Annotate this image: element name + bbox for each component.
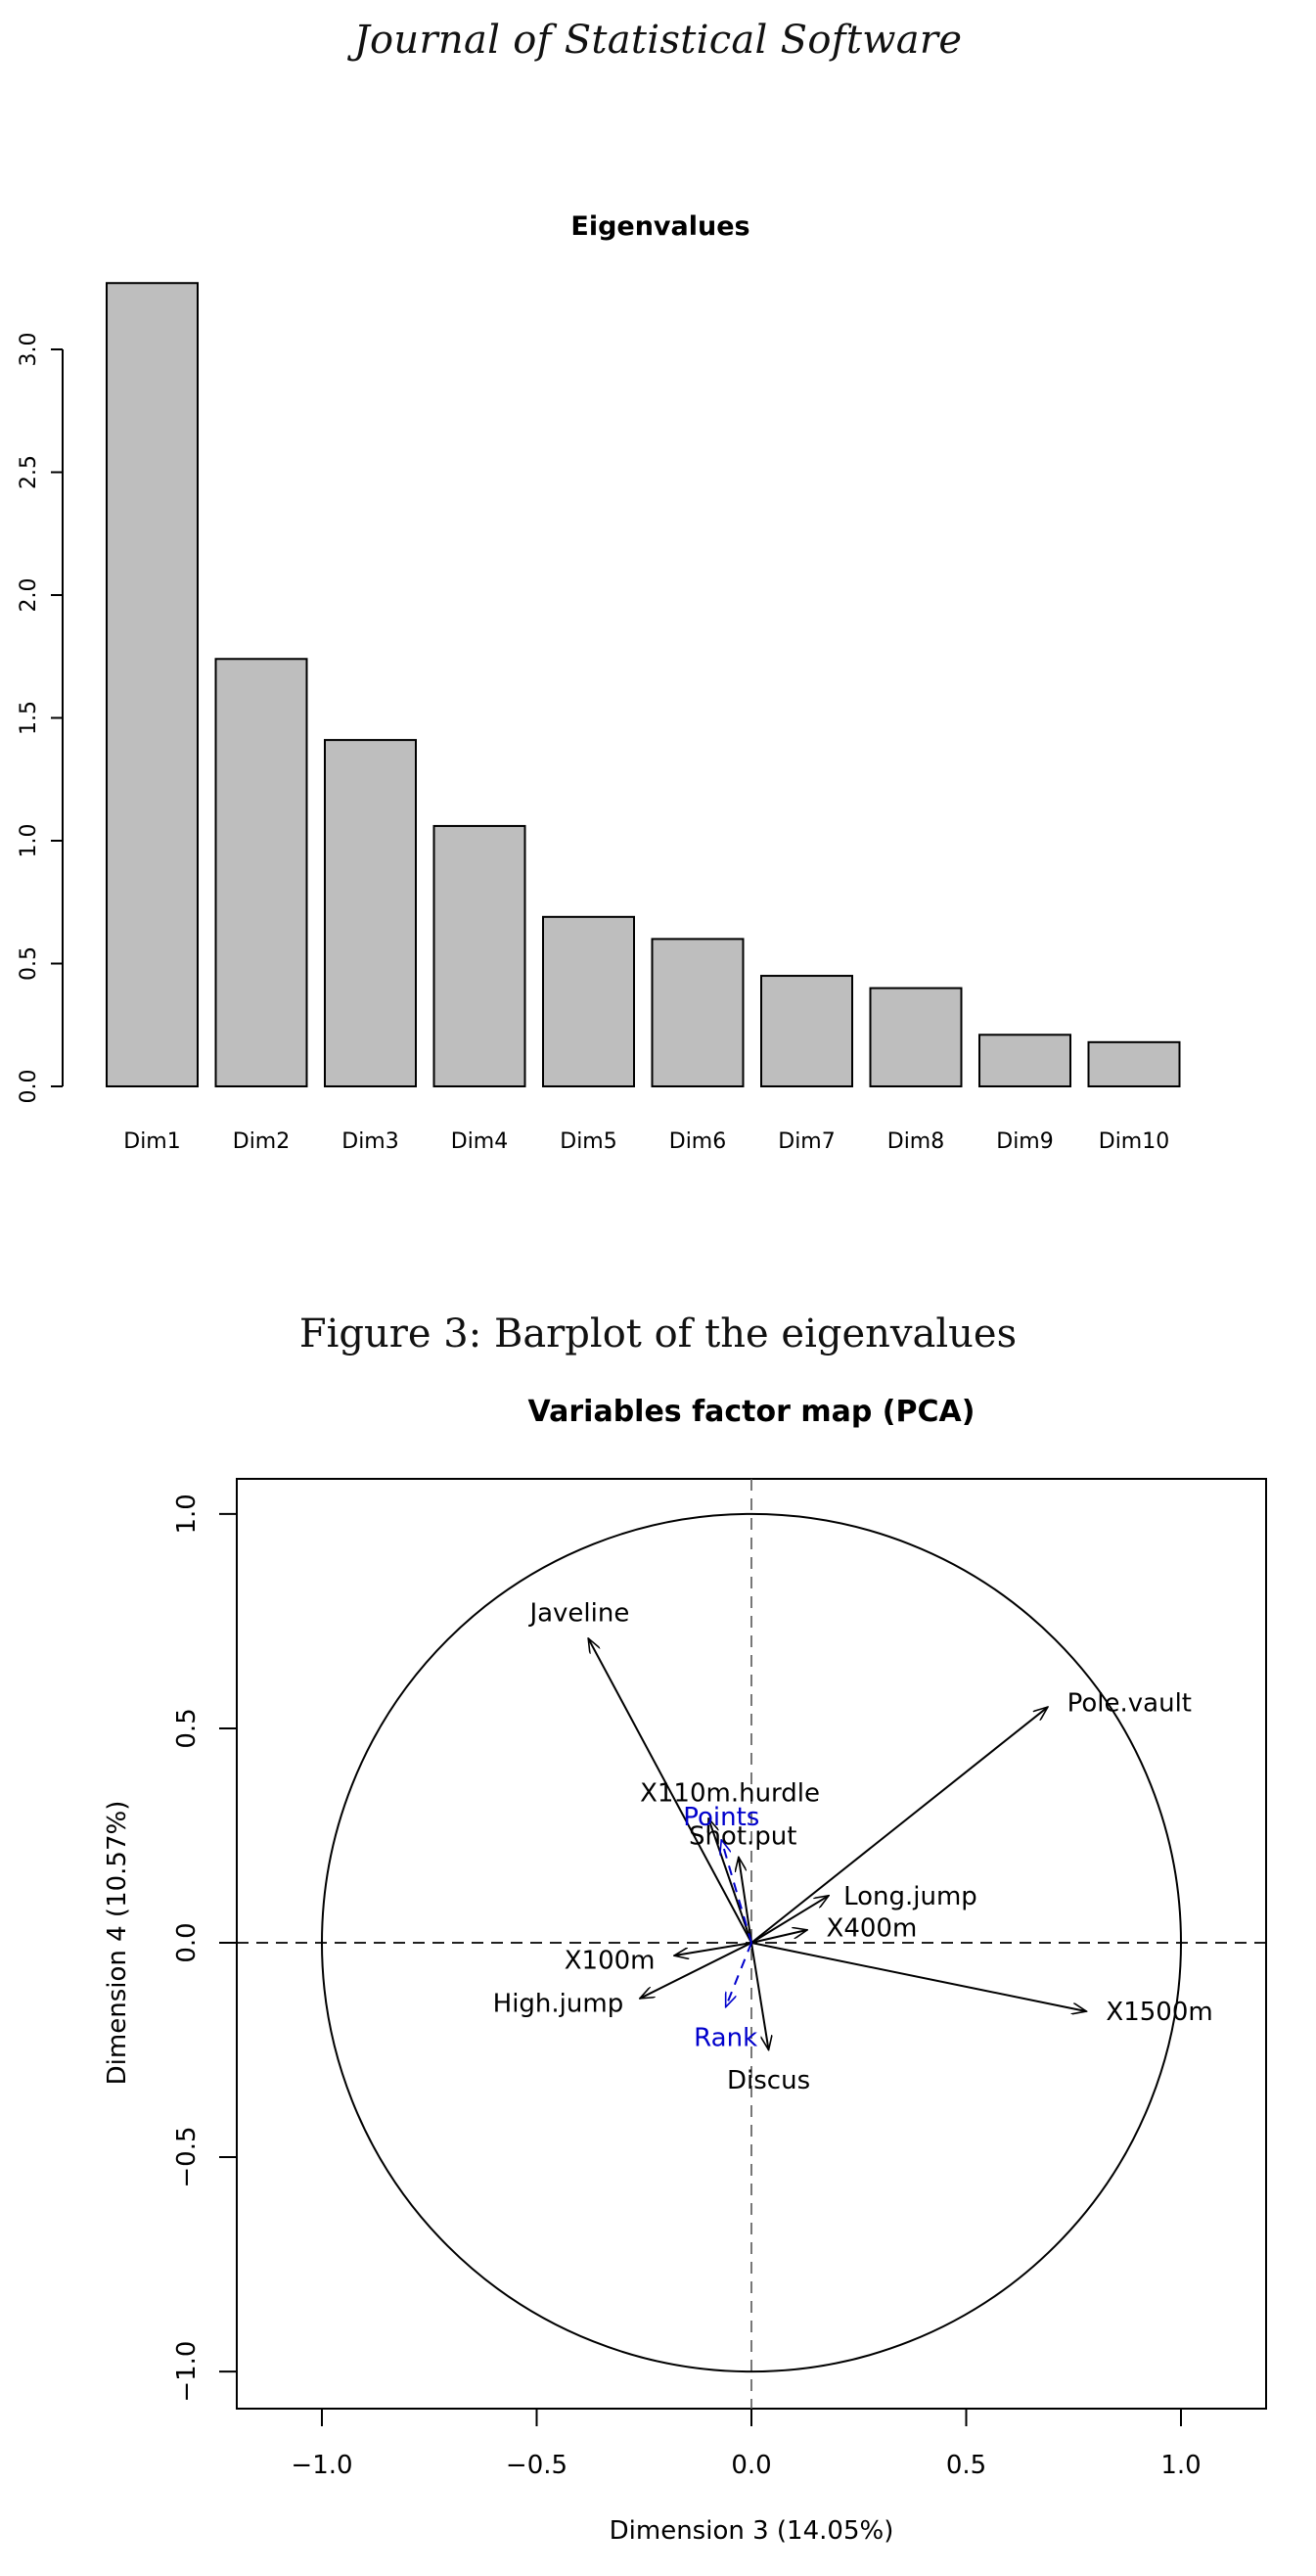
y-tick-label: 1.5 xyxy=(17,701,41,735)
y-tick-label: 2.5 xyxy=(17,455,41,489)
pca-title: Variables factor map (PCA) xyxy=(528,1395,976,1429)
variable-label: Long.jump xyxy=(843,1882,977,1911)
y-tick-label: 0.5 xyxy=(17,946,41,981)
pca-y-axis-label: Dimension 4 (10.57%) xyxy=(103,1801,132,2086)
variables-factor-map: Variables factor map (PCA) −1.0 −0.5 0.0 0.… xyxy=(103,1395,1267,2546)
bar xyxy=(542,915,635,1087)
variable-label: Pole.vault xyxy=(1067,1689,1192,1719)
x-tick-label: 0.5 xyxy=(946,2451,986,2480)
variable-arrow xyxy=(750,1896,829,1944)
pca-variable-arrows xyxy=(588,1638,1086,2050)
bar-category-label: Dim10 xyxy=(1099,1129,1169,1154)
variable-label: X110m.hurdle xyxy=(640,1779,820,1809)
bar xyxy=(651,938,745,1088)
bar-category-label: Dim6 xyxy=(669,1129,726,1154)
variable-label: Rank xyxy=(694,2023,757,2052)
bar xyxy=(106,282,199,1088)
bar-category-label: Dim5 xyxy=(560,1129,616,1154)
bar-category-label: Dim7 xyxy=(778,1129,835,1154)
variable-arrow xyxy=(750,1707,1048,1944)
pca-x-axis-label: Dimension 3 (14.05%) xyxy=(610,2516,894,2546)
variable-arrow xyxy=(724,1942,752,2007)
variable-label: Shot.put xyxy=(689,1821,797,1851)
y-tick-label: 1.0 xyxy=(172,1494,202,1534)
y-tick-label: −0.5 xyxy=(172,2126,202,2187)
y-tick-label: 0.5 xyxy=(172,1708,202,1748)
variable-arrow xyxy=(750,1942,1086,2011)
bar xyxy=(214,658,308,1087)
y-tick-label: −1.0 xyxy=(172,2341,202,2403)
barplot-bars xyxy=(106,282,1181,1088)
bar xyxy=(1087,1040,1181,1087)
pca-variable-labels: Javeline Pole.vault X110m.hurdle Shot.put Lo… xyxy=(493,1599,1213,2096)
variable-arrow xyxy=(640,1942,752,1999)
barplot-y-axis: 0.0 0.5 1.0 1.5 2.0 2.5 3.0 xyxy=(17,333,64,1104)
variable-arrow xyxy=(739,1857,752,1944)
variable-label: Discus xyxy=(727,2066,810,2095)
bar xyxy=(432,824,526,1087)
variable-label: X1500m xyxy=(1106,1998,1212,2027)
pca-axes: −1.0 −0.5 0.0 0.5 1.0 −1.0 −0.5 0.0 0.5 1.0 xyxy=(172,1479,1266,2480)
bar xyxy=(760,975,853,1087)
y-tick-label: 3.0 xyxy=(17,333,41,367)
bar-category-label: Dim9 xyxy=(996,1129,1053,1154)
y-tick-label: 0.0 xyxy=(172,1922,202,1962)
variable-label: X100m xyxy=(565,1947,656,1976)
barplot-title: Eigenvalues xyxy=(570,211,749,242)
variable-arrow xyxy=(750,1930,807,1944)
barplot-x-labels: Dim1 Dim2 Dim3 Dim4 Dim5 Dim6 Dim7 Dim8 Dim9 Dim1… xyxy=(123,1129,1169,1154)
journal-header: Journal of Statistical Software xyxy=(353,18,963,63)
variable-label: Javeline xyxy=(527,1599,629,1629)
variable-label: Points xyxy=(683,1803,759,1832)
correlation-circle xyxy=(321,1512,1182,2373)
variable-arrow xyxy=(708,1818,752,1944)
y-tick-label: 2.0 xyxy=(17,578,41,613)
figure-caption: Figure 3: Barplot of the eigenvalues xyxy=(298,1311,1018,1357)
variable-arrow xyxy=(588,1638,752,1944)
x-tick-label: 1.0 xyxy=(1160,2451,1201,2480)
eigenvalues-barplot: Eigenvalues 0.00.51.01.52.02.53.0 Dim1 Di… xyxy=(17,211,1181,1154)
bar-category-label: Dim4 xyxy=(451,1129,508,1154)
variable-arrow xyxy=(674,1942,752,1955)
x-tick-label: 0.0 xyxy=(731,2451,771,2480)
variable-arrow xyxy=(721,1840,752,1944)
y-tick-label: 0.0 xyxy=(17,1070,41,1104)
bar xyxy=(978,1034,1071,1088)
bar-category-label: Dim2 xyxy=(233,1129,290,1154)
bar-category-label: Dim3 xyxy=(341,1129,398,1154)
bar-category-label: Dim8 xyxy=(887,1129,944,1154)
variable-label: X400m xyxy=(827,1914,918,1944)
bar xyxy=(869,987,963,1087)
variable-label: High.jump xyxy=(493,1989,624,2018)
y-tick-label: 1.0 xyxy=(17,824,41,858)
variable-arrow xyxy=(750,1942,769,2050)
bar xyxy=(324,739,417,1088)
x-tick-label: −1.0 xyxy=(291,2451,352,2480)
bar-category-label: Dim1 xyxy=(123,1129,180,1154)
x-tick-label: −0.5 xyxy=(506,2451,567,2480)
